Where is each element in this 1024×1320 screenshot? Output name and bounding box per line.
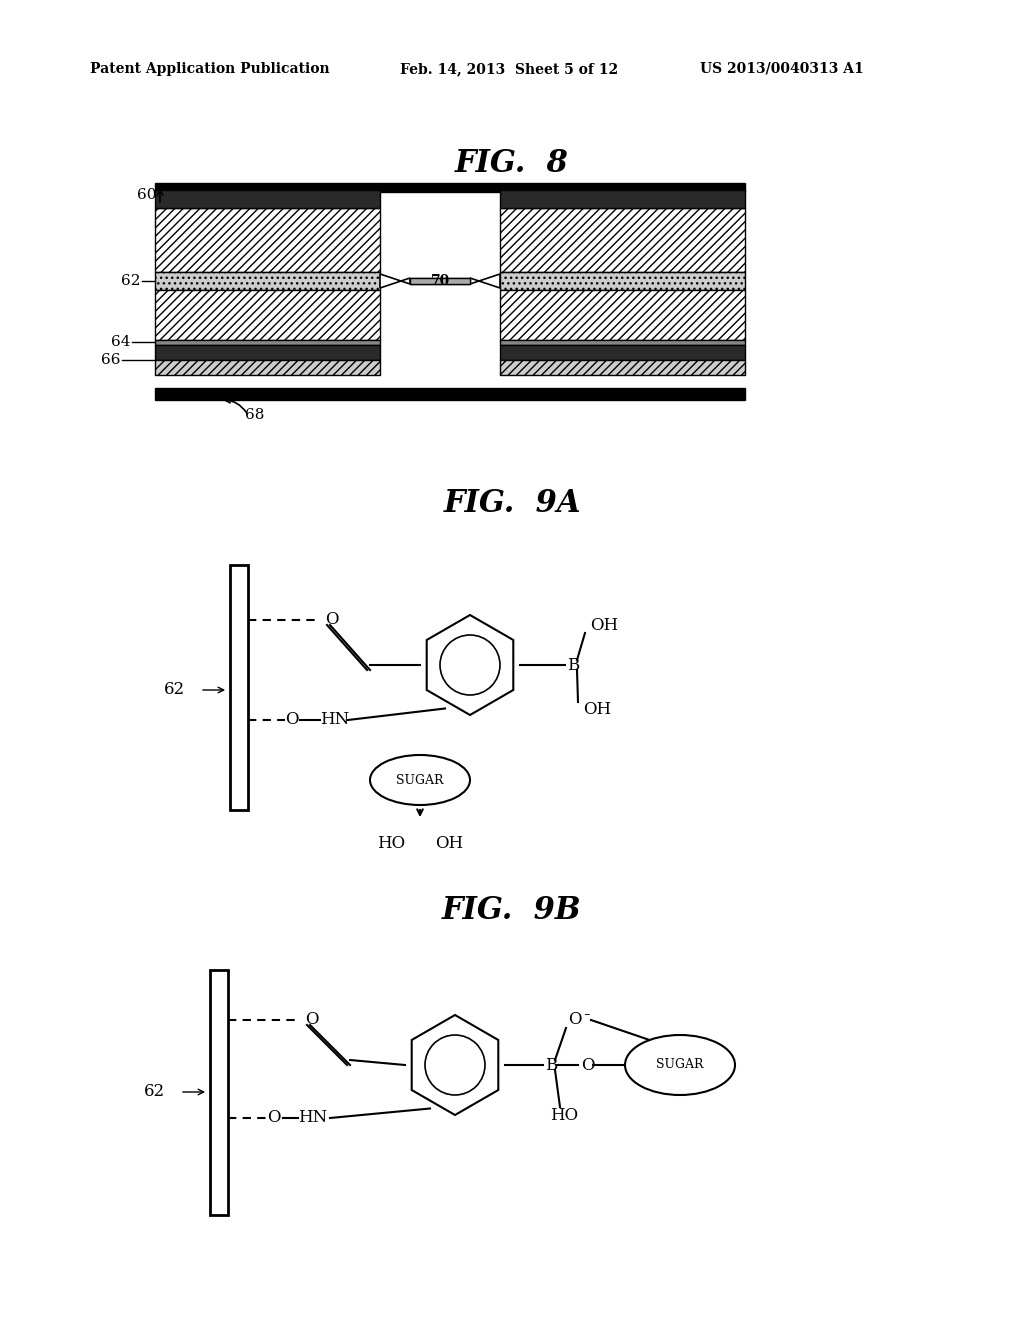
Text: HN: HN	[319, 711, 349, 729]
Bar	[155, 272, 380, 290]
Text: 70: 70	[430, 275, 450, 288]
Text: O: O	[581, 1056, 595, 1073]
Text: 60: 60	[137, 187, 157, 202]
Bar	[155, 183, 745, 191]
Bar	[155, 290, 380, 341]
Polygon shape	[412, 1015, 499, 1115]
Text: O: O	[568, 1011, 582, 1028]
Bar	[155, 388, 745, 400]
Text: FIG.  8: FIG. 8	[455, 148, 569, 180]
Ellipse shape	[625, 1035, 735, 1096]
Polygon shape	[380, 275, 410, 288]
Ellipse shape	[370, 755, 470, 805]
Text: FIG.  9B: FIG. 9B	[442, 895, 582, 927]
Text: SUGAR: SUGAR	[656, 1059, 703, 1072]
Text: OH: OH	[590, 616, 618, 634]
Text: -: -	[583, 1006, 590, 1024]
Text: O: O	[285, 711, 299, 729]
Text: O: O	[267, 1110, 281, 1126]
Bar	[500, 190, 745, 209]
Text: O: O	[305, 1011, 318, 1028]
Text: FIG.  9A: FIG. 9A	[443, 488, 581, 519]
Text: 68: 68	[245, 408, 264, 422]
Polygon shape	[470, 275, 500, 288]
Text: 62: 62	[164, 681, 185, 698]
Text: SUGAR: SUGAR	[396, 774, 443, 787]
Text: HN: HN	[298, 1110, 328, 1126]
Text: Patent Application Publication: Patent Application Publication	[90, 62, 330, 77]
Bar	[410, 279, 470, 284]
Bar	[500, 345, 745, 360]
Text: HO: HO	[550, 1106, 579, 1123]
Text: OH: OH	[583, 701, 611, 718]
Bar	[500, 272, 745, 290]
Bar	[155, 209, 380, 272]
Bar	[210, 970, 228, 1214]
Text: B: B	[545, 1056, 557, 1073]
Text: O: O	[325, 611, 339, 628]
Text: 66: 66	[100, 352, 120, 367]
Text: 64: 64	[111, 335, 130, 348]
Bar	[500, 360, 745, 375]
Bar	[155, 345, 380, 360]
Polygon shape	[427, 615, 513, 715]
Text: US 2013/0040313 A1: US 2013/0040313 A1	[700, 62, 864, 77]
Bar	[155, 190, 380, 209]
Bar	[155, 341, 380, 345]
Bar	[155, 360, 380, 375]
Bar	[410, 279, 470, 284]
Text: B: B	[567, 656, 580, 673]
Text: 62: 62	[121, 275, 140, 288]
Text: Feb. 14, 2013  Sheet 5 of 12: Feb. 14, 2013 Sheet 5 of 12	[400, 62, 618, 77]
Text: 62: 62	[144, 1084, 165, 1101]
Bar	[500, 209, 745, 272]
Bar	[230, 565, 248, 810]
Bar	[500, 290, 745, 341]
Text: HO: HO	[377, 836, 406, 851]
Bar	[500, 341, 745, 345]
Text: OH: OH	[435, 836, 463, 851]
